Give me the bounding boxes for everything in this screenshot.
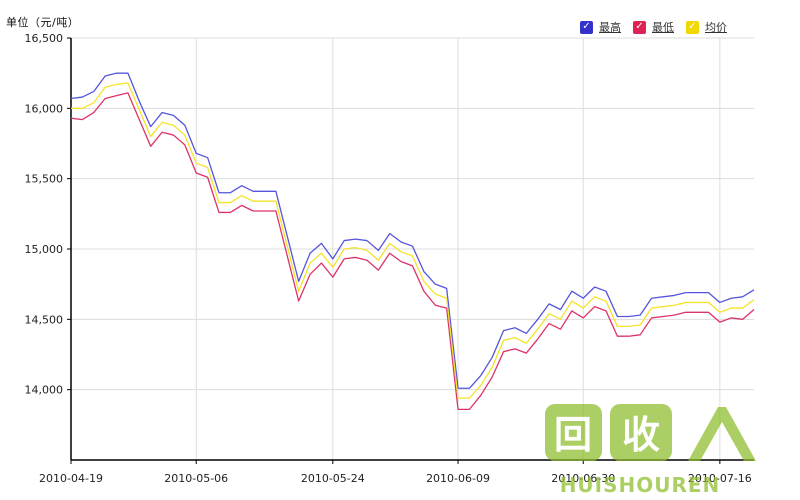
checkbox-checked-icon[interactable]: ✓: [580, 20, 593, 34]
legend-item-average[interactable]: ✓ 均价: [686, 19, 727, 35]
watermark-person-icon: [688, 407, 756, 461]
y-tick-label: 16,000: [25, 102, 64, 115]
series-line-average: [71, 82, 755, 399]
x-tick-label: 2010-07-16: [688, 472, 752, 485]
x-tick-label: 2010-04-19: [39, 472, 103, 485]
legend-item-high[interactable]: ✓ 最高: [580, 19, 621, 35]
legend-label-high[interactable]: 最高: [599, 21, 621, 34]
y-tick-label: 15,000: [25, 243, 64, 256]
x-tick-label: 2010-06-09: [426, 472, 490, 485]
watermark-logo: 回 收 HUISHOUREN: [545, 404, 756, 497]
series-lines: [70, 72, 755, 411]
legend-label-average[interactable]: 均价: [705, 21, 727, 34]
x-tick-label: 2010-05-06: [164, 472, 228, 485]
y-tick-label: 14,500: [25, 313, 64, 326]
x-tick-label: 2010-05-24: [301, 472, 365, 485]
y-tick-label: 16,500: [25, 32, 64, 45]
legend-label-low[interactable]: 最低: [652, 21, 674, 34]
checkbox-checked-icon[interactable]: ✓: [686, 20, 699, 34]
y-axis-unit-label: 单位（元/吨）: [6, 16, 80, 29]
legend-item-low[interactable]: ✓ 最低: [633, 19, 674, 35]
y-tick-label: 15,500: [25, 173, 64, 186]
legend: ✓ 最高 ✓ 最低 ✓ 均价: [580, 19, 727, 35]
grid-lines: [70, 37, 754, 460]
x-tick-label: 2010-06-30: [551, 472, 615, 485]
series-line-high: [70, 72, 755, 389]
watermark-logo-text: 收: [622, 413, 660, 457]
watermark-logo-tile: [610, 404, 672, 461]
checkbox-checked-icon[interactable]: ✓: [633, 20, 646, 34]
watermark-logo-text: 回: [554, 413, 592, 457]
watermark-brand-text: HUISHOUREN: [560, 473, 721, 497]
y-tick-label: 14,000: [25, 384, 64, 397]
axes: 14,000 14,500 15,000 15,500 16,000 16,500 2010…: [25, 32, 754, 485]
series-line-low: [70, 92, 755, 411]
watermark-logo-tile: [545, 404, 602, 461]
